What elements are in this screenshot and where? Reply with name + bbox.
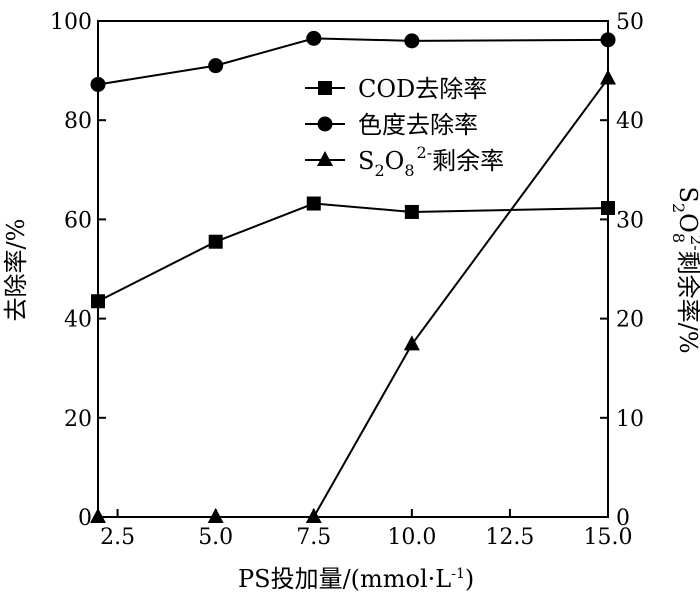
series-cod-point bbox=[404, 204, 419, 219]
plot-frame bbox=[97, 20, 609, 518]
right-y-tick-label: 30 bbox=[616, 208, 644, 233]
right-axis-title: S2O82-剩余率/% bbox=[669, 187, 700, 354]
series-cod-point bbox=[91, 294, 105, 309]
axis-ticks: 2.5 5.0 7.5 10.0 12.5 15.00204060801000102030… bbox=[50, 10, 644, 550]
left-y-tick-label: 60 bbox=[64, 208, 92, 233]
series-cod-point bbox=[601, 200, 615, 215]
legend-marker-square bbox=[318, 81, 332, 95]
series-persulfate-point bbox=[207, 508, 224, 523]
series-cod-point bbox=[306, 196, 321, 211]
x-tick-label: 2.5 bbox=[100, 525, 135, 550]
left-y-tick-label: 0 bbox=[78, 506, 92, 531]
legend: COD去除率 色度去除率 S2O82-剩余率 bbox=[305, 75, 504, 180]
series-color-point bbox=[404, 33, 420, 49]
plot-border bbox=[97, 20, 609, 518]
legend-marker-triangle bbox=[317, 151, 333, 166]
series-persulfate-point bbox=[403, 335, 420, 351]
series-color-point bbox=[600, 32, 616, 48]
legend-label-cod: COD去除率 bbox=[358, 75, 487, 103]
series-persulfate-point bbox=[600, 69, 616, 85]
right-y-tick-label: 40 bbox=[616, 109, 644, 134]
left-y-tick-label: 100 bbox=[50, 10, 92, 35]
right-y-tick-label: 50 bbox=[616, 10, 644, 35]
x-tick-label: 15.0 bbox=[584, 525, 633, 550]
series-layer bbox=[90, 30, 616, 523]
series-persulfate-line bbox=[98, 77, 609, 518]
x-axis-title-main: PS投加量/(mmol·L bbox=[238, 565, 451, 593]
series-cod-point bbox=[208, 234, 223, 249]
left-y-tick-label: 40 bbox=[64, 308, 92, 333]
series-cod-line bbox=[97, 202, 609, 303]
series-persulfate-point bbox=[305, 508, 322, 523]
x-tick-label: 12.5 bbox=[485, 525, 534, 550]
x-tick-label: 10.0 bbox=[387, 525, 436, 550]
legend-label-color: 色度去除率 bbox=[358, 111, 478, 139]
series-color-point bbox=[90, 76, 106, 92]
series-color-point bbox=[306, 30, 322, 46]
x-axis-title-sup: -1 bbox=[451, 566, 465, 582]
series-color-line bbox=[97, 37, 609, 86]
x-axis-title-close: ) bbox=[465, 565, 474, 593]
x-axis-title: PS投加量/(mmol·L-1) bbox=[238, 565, 474, 593]
x-tick-label: 5.0 bbox=[198, 525, 233, 550]
right-y-tick-label: 20 bbox=[616, 308, 644, 333]
series-persulfate-point bbox=[90, 508, 106, 523]
left-axis-title: 去除率/% bbox=[2, 219, 30, 322]
x-tick-label: 7.5 bbox=[296, 525, 331, 550]
right-y-tick-label: 0 bbox=[616, 506, 630, 531]
legend-label-persulfate: S2O82-剩余率 bbox=[358, 143, 504, 180]
left-y-tick-label: 20 bbox=[64, 407, 92, 432]
right-y-tick-label: 10 bbox=[616, 407, 644, 432]
legend-marker-circle bbox=[317, 116, 333, 132]
left-y-tick-label: 80 bbox=[64, 109, 92, 134]
series-color-point bbox=[208, 58, 224, 74]
